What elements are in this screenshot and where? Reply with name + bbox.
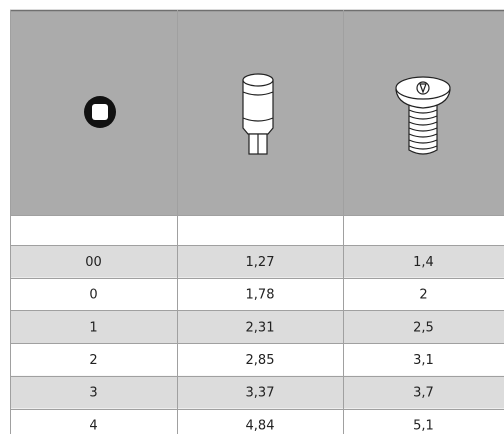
- table-cell: 00: [85, 255, 102, 270]
- table-cell: 2: [89, 353, 97, 368]
- table-cell: 0: [89, 288, 97, 303]
- table-row: [10, 277, 504, 311]
- table-cell: 3,1: [413, 353, 434, 368]
- empty-row: [10, 215, 504, 245]
- table-cell: 1,4: [413, 255, 434, 270]
- table-cell: 1: [89, 320, 97, 335]
- screw-icon: [395, 76, 451, 155]
- table-cell: 1,27: [246, 255, 275, 270]
- table-cell: 2,5: [413, 320, 434, 335]
- table-cell: 2: [419, 288, 427, 303]
- table-cell: 4: [89, 418, 97, 433]
- table-body: 00 1,27 1,4 0 1,78 2 1 2,31 2,5 2 2,85 3,1 3 3,37 3,7 4…: [10, 245, 504, 434]
- table-cell: 2,85: [246, 353, 275, 368]
- table-cell: 4,84: [246, 418, 275, 433]
- table-cell: 2,31: [246, 320, 275, 335]
- table-row: [10, 343, 504, 376]
- table-row: [10, 245, 504, 278]
- table-cell: 1,78: [246, 288, 275, 303]
- grid: [10, 10, 504, 434]
- square-drive-icon: [84, 96, 116, 128]
- table-cell: 3,7: [413, 386, 434, 401]
- table-cell: 3: [89, 386, 97, 401]
- table-row: [10, 408, 504, 434]
- table-row: [10, 375, 504, 409]
- bit-icon: [242, 73, 274, 155]
- table-cell: 3,37: [246, 386, 275, 401]
- table-row: [10, 310, 504, 344]
- table-cell: 5,1: [413, 418, 434, 433]
